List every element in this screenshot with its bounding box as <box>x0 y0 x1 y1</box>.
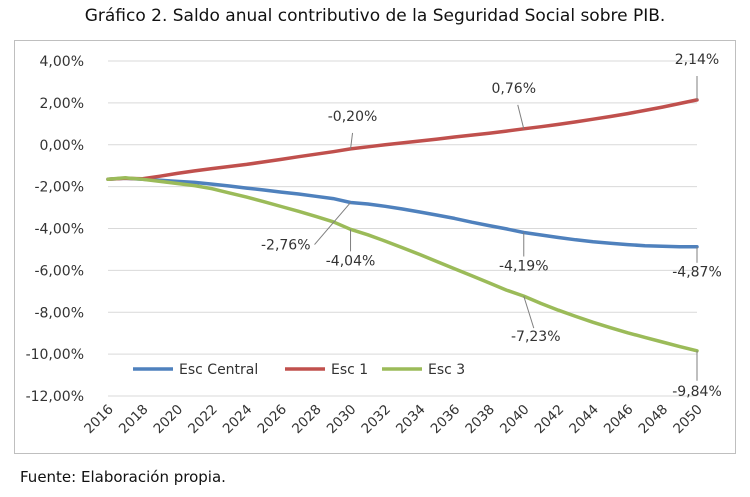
x-tick-label: 2016 <box>81 402 117 438</box>
x-tick-label: 2040 <box>497 402 533 438</box>
chart-title: Gráfico 2. Saldo anual contributivo de l… <box>84 6 666 26</box>
x-tick-label: 2018 <box>116 402 152 438</box>
data-label: 0,76% <box>492 81 536 97</box>
x-tick-label: 2020 <box>151 402 187 438</box>
data-label: -7,23% <box>511 329 561 345</box>
x-tick-label: 2046 <box>601 402 637 438</box>
data-label: -4,19% <box>499 258 549 274</box>
x-tick-label: 2030 <box>324 402 360 438</box>
y-tick-label: -4,00% <box>34 222 84 238</box>
series-line-esc-3 <box>106 176 699 353</box>
data-label: -2,76% <box>261 238 311 254</box>
series-line-esc-1 <box>106 98 699 182</box>
data-label: -4,87% <box>672 265 722 281</box>
y-tick-label: 4,00% <box>40 54 84 70</box>
x-tick-label: 2032 <box>358 402 394 438</box>
x-tick-label: 2050 <box>670 402 706 438</box>
legend-label: Esc Central <box>179 362 258 378</box>
x-tick-label: 2048 <box>636 402 672 438</box>
x-tick-label: 2028 <box>289 402 325 438</box>
annotation-leader <box>517 104 525 129</box>
y-tick-label: 2,00% <box>40 96 84 112</box>
x-tick-label: 2036 <box>428 402 464 438</box>
legend-label: Esc 1 <box>331 362 368 378</box>
data-label: -4,04% <box>326 253 376 269</box>
x-tick-label: 2022 <box>185 402 221 438</box>
data-label: -0,20% <box>328 109 378 125</box>
y-tick-label: -2,00% <box>34 180 84 196</box>
y-tick-label: -10,00% <box>26 347 84 363</box>
source-note: Fuente: Elaboración propia. <box>20 468 226 486</box>
y-tick-label: -6,00% <box>34 263 84 279</box>
x-tick-label: 2044 <box>566 402 602 438</box>
annotation-leader <box>523 295 535 329</box>
y-tick-label: -12,00% <box>26 389 84 405</box>
y-tick-label: 0,00% <box>40 138 84 154</box>
chart-frame <box>14 40 736 454</box>
x-tick-label: 2042 <box>532 402 568 438</box>
annotation-leader <box>314 202 351 245</box>
legend-label: Esc 3 <box>428 362 465 378</box>
data-label: -9,84% <box>672 384 722 400</box>
x-tick-label: 2034 <box>393 402 429 438</box>
x-tick-label: 2038 <box>462 402 498 438</box>
y-tick-label: -8,00% <box>34 305 84 321</box>
x-tick-label: 2024 <box>220 402 256 438</box>
data-label: 2,14% <box>675 52 719 68</box>
annotation-leader <box>350 132 354 149</box>
x-tick-label: 2026 <box>254 402 290 438</box>
series-line-esc-central <box>106 176 699 249</box>
